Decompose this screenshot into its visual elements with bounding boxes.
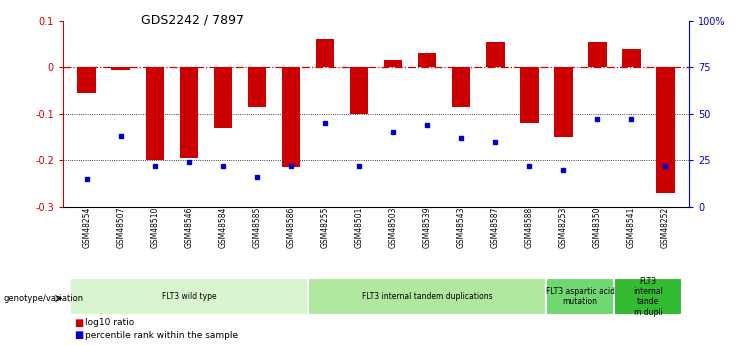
Text: GSM48254: GSM48254 xyxy=(82,207,91,248)
Text: FLT3 wild type: FLT3 wild type xyxy=(162,292,216,301)
Bar xyxy=(452,67,471,107)
FancyBboxPatch shape xyxy=(308,278,546,315)
Text: genotype/variation: genotype/variation xyxy=(4,294,84,303)
Text: GSM48587: GSM48587 xyxy=(491,207,499,248)
Bar xyxy=(350,67,368,114)
Text: FLT3 aspartic acid
mutation: FLT3 aspartic acid mutation xyxy=(545,287,615,306)
Text: FLT3 internal tandem duplications: FLT3 internal tandem duplications xyxy=(362,292,493,301)
Text: GSM48541: GSM48541 xyxy=(627,207,636,248)
Bar xyxy=(316,39,334,67)
Bar xyxy=(213,67,232,128)
Text: log10 ratio: log10 ratio xyxy=(85,318,134,327)
Bar xyxy=(179,67,199,158)
FancyBboxPatch shape xyxy=(546,278,614,315)
Bar xyxy=(554,67,573,137)
Text: ■: ■ xyxy=(74,331,83,340)
Text: GSM48350: GSM48350 xyxy=(593,207,602,248)
Bar xyxy=(145,67,165,160)
Text: GSM48507: GSM48507 xyxy=(116,207,125,248)
Text: GSM48539: GSM48539 xyxy=(422,207,431,248)
Text: percentile rank within the sample: percentile rank within the sample xyxy=(85,331,239,340)
Bar xyxy=(247,67,266,107)
FancyBboxPatch shape xyxy=(614,278,682,315)
FancyBboxPatch shape xyxy=(70,278,308,315)
Text: GSM48584: GSM48584 xyxy=(219,207,227,248)
Text: GSM48252: GSM48252 xyxy=(661,207,670,248)
Bar xyxy=(486,42,505,67)
Bar xyxy=(656,67,674,193)
Bar xyxy=(78,67,96,93)
Text: FLT3
internal
tande
m dupli: FLT3 internal tande m dupli xyxy=(634,277,663,317)
Text: GSM48543: GSM48543 xyxy=(456,207,465,248)
Text: GSM48546: GSM48546 xyxy=(185,207,193,248)
Text: GSM48585: GSM48585 xyxy=(253,207,262,248)
Bar xyxy=(282,67,300,167)
Bar xyxy=(520,67,539,123)
Text: GSM48501: GSM48501 xyxy=(354,207,364,248)
Bar xyxy=(418,53,436,67)
Text: GSM48586: GSM48586 xyxy=(287,207,296,248)
Text: GSM48588: GSM48588 xyxy=(525,207,534,248)
Bar xyxy=(622,49,641,67)
Bar xyxy=(384,60,402,67)
Text: GDS2242 / 7897: GDS2242 / 7897 xyxy=(141,14,244,27)
Text: GSM48503: GSM48503 xyxy=(388,207,398,248)
Text: GSM48510: GSM48510 xyxy=(150,207,159,248)
Text: GSM48253: GSM48253 xyxy=(559,207,568,248)
Text: ■: ■ xyxy=(74,318,83,327)
Text: GSM48255: GSM48255 xyxy=(321,207,330,248)
Bar xyxy=(588,42,607,67)
Bar xyxy=(111,67,130,70)
